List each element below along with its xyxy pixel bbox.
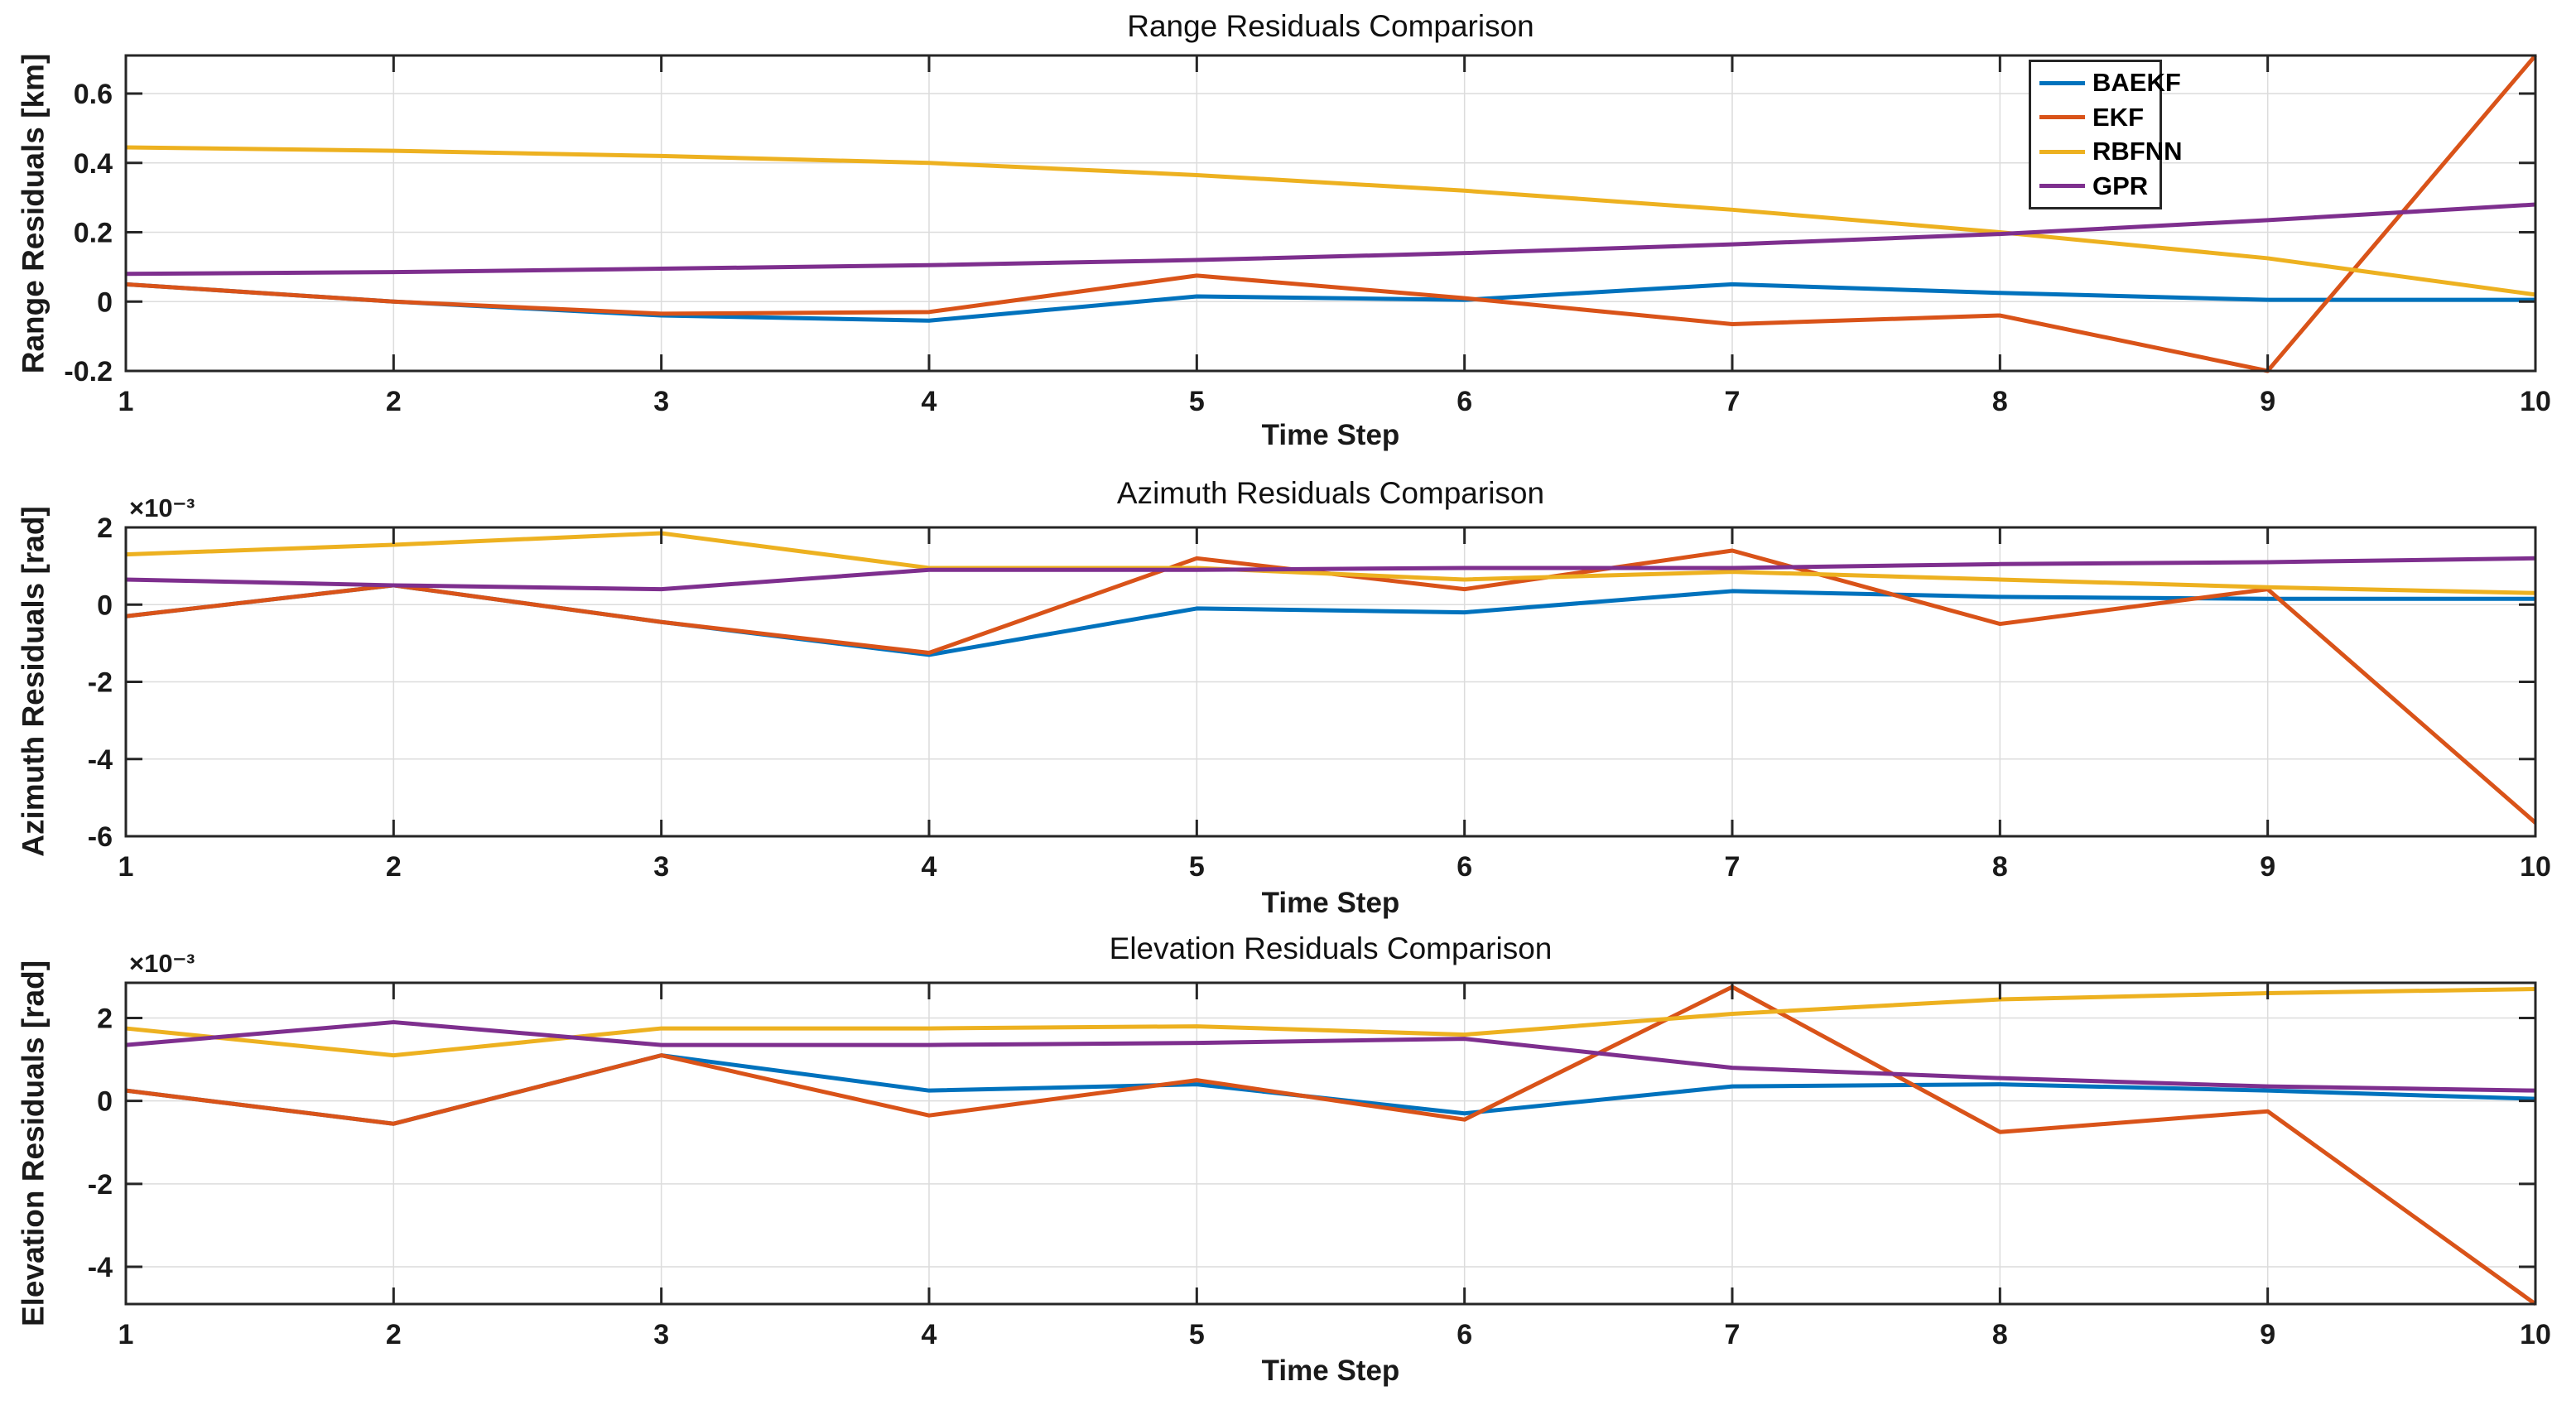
y-tick-label: -2 bbox=[88, 1169, 113, 1201]
legend-label-baekf: BAEKF bbox=[2092, 68, 2181, 98]
x-tick-label: 5 bbox=[1189, 851, 1205, 883]
y-tick-label: 0 bbox=[97, 590, 113, 621]
x-tick-label: 9 bbox=[2260, 1319, 2275, 1350]
y-tick-label: -4 bbox=[88, 1252, 113, 1283]
legend-line-swatch-baekf bbox=[2039, 80, 2085, 85]
subplot2-title: Azimuth Residuals Comparison bbox=[1116, 476, 1545, 510]
series-line-baekf bbox=[125, 583, 2535, 657]
x-tick-label: 3 bbox=[653, 851, 669, 883]
x-tick-label: 2 bbox=[386, 1319, 402, 1350]
subplot1-title: Range Residuals Comparison bbox=[1127, 9, 1534, 43]
legend-label-gpr: GPR bbox=[2092, 171, 2149, 200]
x-tick-label: 9 bbox=[2260, 851, 2275, 883]
legend-label-rbfnn: RBFNN bbox=[2092, 137, 2183, 166]
y-tick-label: -4 bbox=[88, 744, 113, 776]
x-tick-label: 5 bbox=[1189, 386, 1205, 417]
series-line-ekf bbox=[125, 984, 2537, 1307]
series-line-rbfnn bbox=[125, 531, 2536, 595]
legend-line-swatch-rbfnn bbox=[2039, 149, 2085, 154]
subplot1-ylabel: Range Residuals [km] bbox=[16, 53, 51, 374]
y-tick-label: 0 bbox=[97, 1086, 113, 1118]
subplot2-ylabel: Azimuth Residuals [rad] bbox=[16, 506, 51, 857]
x-tick-label: 2 bbox=[386, 851, 402, 883]
subplot3-title: Elevation Residuals Comparison bbox=[1109, 931, 1553, 965]
x-tick-label: 6 bbox=[1457, 386, 1472, 417]
series-line-gpr bbox=[125, 556, 2536, 592]
subplot-3: 1 2 3 4 5 6 7 8 9 10 2 0 -2 -4 bbox=[88, 981, 2551, 1350]
x-tick-label: 7 bbox=[1725, 386, 1741, 417]
legend-line-swatch-ekf bbox=[2039, 115, 2085, 120]
x-tick-label: 4 bbox=[922, 1319, 937, 1350]
subplot2-xlabel: Time Step bbox=[1261, 887, 1400, 919]
legend-line-swatch-gpr bbox=[2039, 184, 2085, 189]
x-tick-label: 8 bbox=[1992, 386, 2008, 417]
legend[interactable]: BAEKF EKF RBFNN GPR bbox=[2029, 60, 2183, 209]
subplot2-exponent-label: ×10⁻³ bbox=[129, 493, 195, 522]
x-tick-label: 4 bbox=[922, 851, 937, 883]
x-tick-label: 7 bbox=[1725, 851, 1741, 883]
series-line-ekf bbox=[125, 54, 2537, 373]
x-tick-label: 9 bbox=[2260, 386, 2275, 417]
x-tick-label: 3 bbox=[653, 386, 669, 417]
x-tick-label: 5 bbox=[1189, 1319, 1205, 1350]
legend-item-rbfnn[interactable]: RBFNN bbox=[2039, 137, 2183, 166]
y-tick-label: 2 bbox=[97, 1003, 113, 1035]
series-line-rbfnn bbox=[125, 145, 2536, 297]
x-tick-label: 6 bbox=[1457, 851, 1472, 883]
y-tick-label: -2 bbox=[88, 667, 113, 699]
axes-box bbox=[124, 54, 2537, 373]
legend-label-ekf: EKF bbox=[2092, 102, 2144, 132]
series-line-ekf bbox=[125, 548, 2537, 825]
y-tick-label: 0 bbox=[97, 286, 113, 318]
x-tick-label: 2 bbox=[386, 386, 402, 417]
subplot1-xlabel: Time Step bbox=[1261, 419, 1400, 451]
legend-item-ekf[interactable]: EKF bbox=[2039, 103, 2153, 132]
x-tick-label: 3 bbox=[653, 1319, 669, 1350]
x-tick-label: 8 bbox=[1992, 851, 2008, 883]
series-line-rbfnn bbox=[125, 987, 2536, 1058]
subplot3-ylabel: Elevation Residuals [rad] bbox=[16, 960, 51, 1327]
subplot3-xlabel: Time Step bbox=[1261, 1355, 1400, 1387]
y-tick-label: -6 bbox=[88, 821, 113, 853]
subplot3-exponent-label: ×10⁻³ bbox=[129, 949, 195, 978]
x-tick-label: 10 bbox=[2520, 386, 2551, 417]
y-tick-label: 0.4 bbox=[74, 148, 113, 180]
y-tick-label: -0.2 bbox=[64, 356, 113, 387]
legend-item-baekf[interactable]: BAEKF bbox=[2039, 68, 2181, 98]
y-tick-label: 0.2 bbox=[74, 218, 113, 249]
x-tick-label: 10 bbox=[2520, 851, 2551, 883]
legend-item-gpr[interactable]: GPR bbox=[2039, 171, 2153, 201]
x-tick-label: 1 bbox=[118, 1319, 134, 1350]
series-line-gpr bbox=[125, 1020, 2536, 1093]
x-tick-label: 4 bbox=[922, 386, 937, 417]
x-tick-label: 7 bbox=[1725, 1319, 1741, 1350]
x-tick-label: 6 bbox=[1457, 1319, 1472, 1350]
x-tick-label: 1 bbox=[118, 851, 134, 883]
series-line-gpr bbox=[125, 202, 2536, 277]
series-line-baekf bbox=[125, 1053, 2536, 1126]
y-tick-label: 0.6 bbox=[74, 79, 113, 110]
x-tick-label: 10 bbox=[2520, 1319, 2551, 1350]
axes-box bbox=[124, 981, 2537, 1306]
series-line-baekf bbox=[125, 282, 2535, 323]
y-tick-label: 2 bbox=[97, 513, 113, 544]
subplot-2: 1 2 3 4 5 6 7 8 9 10 2 0 -2 -4 -6 bbox=[88, 513, 2551, 883]
x-tick-label: 1 bbox=[118, 386, 134, 417]
x-tick-label: 8 bbox=[1992, 1319, 2008, 1350]
subplot-1: 1 2 3 4 5 6 7 8 9 10 0.6 0.4 0.2 0 -0.2 bbox=[64, 54, 2551, 417]
